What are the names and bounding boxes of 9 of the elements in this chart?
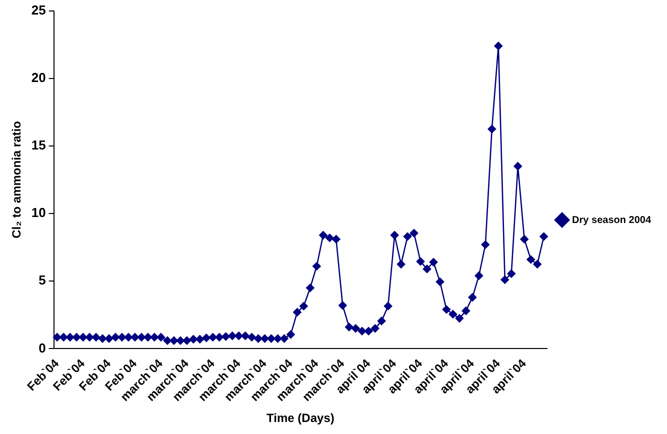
y-tick-label: 5 <box>38 272 46 288</box>
y-axis-title: Cl₂ to ammonia ratio <box>10 121 24 238</box>
y-tick-label: 25 <box>31 2 46 18</box>
y-tick-label: 20 <box>31 70 46 85</box>
y-tick-label: 10 <box>31 205 46 220</box>
x-axis-title: Time (Days) <box>266 411 334 426</box>
y-tick-label: 0 <box>38 340 46 356</box>
y-tick-label: 15 <box>31 138 46 153</box>
legend-label: Dry season 2004 <box>572 214 652 226</box>
